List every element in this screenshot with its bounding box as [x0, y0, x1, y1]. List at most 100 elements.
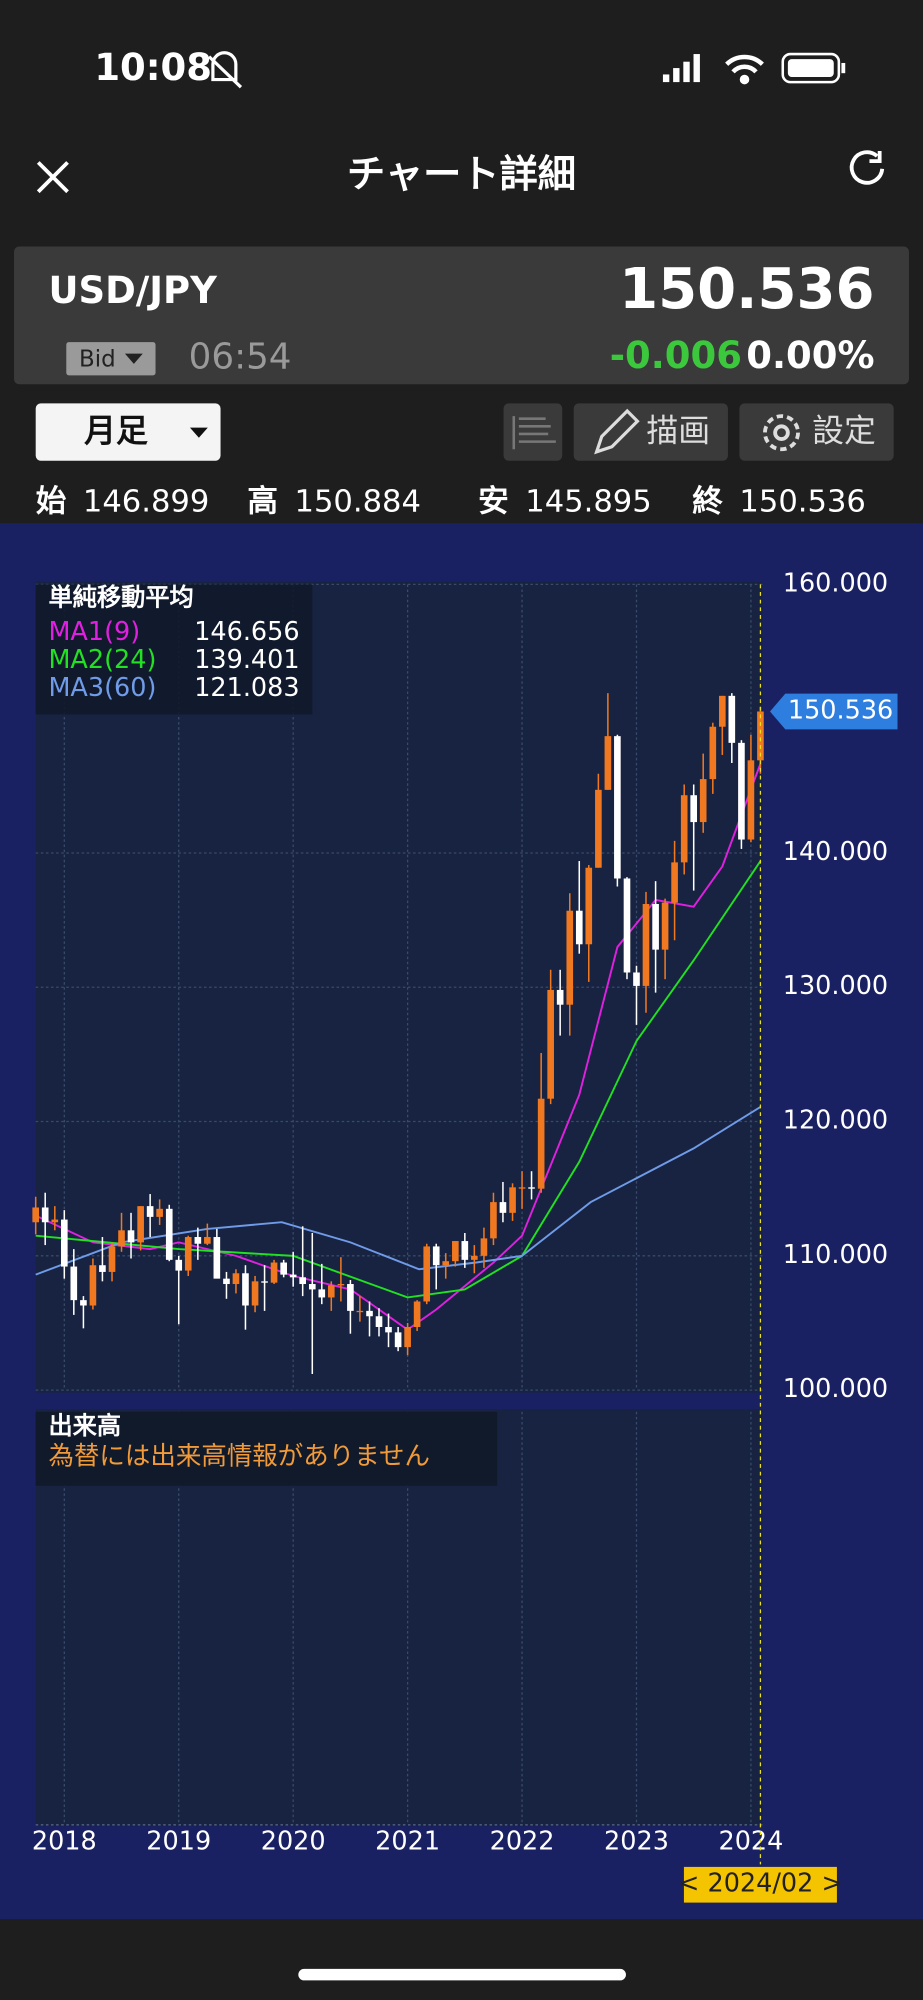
grid: 100.000 110.000 120.000 130.000 140.000 160.0… — [32, 568, 888, 1856]
candle-body — [585, 867, 593, 945]
volume-title: 出来高 — [48, 1412, 121, 1440]
candle-body — [232, 1273, 240, 1285]
cursor-tag — [683, 1866, 837, 1903]
page-title: チャート詳細 — [347, 153, 576, 197]
period-selector[interactable] — [35, 403, 221, 461]
home-indicator — [298, 1968, 626, 1981]
volume-legend — [35, 1411, 498, 1486]
ma-line — [35, 1106, 761, 1276]
candle-body — [518, 1187, 526, 1189]
candle-body — [404, 1326, 411, 1348]
price: 150.536 — [619, 257, 874, 322]
quote-box — [14, 246, 909, 385]
candle-body — [137, 1206, 144, 1243]
candles — [32, 693, 764, 1374]
list-icon — [512, 416, 556, 450]
candle-body — [499, 1202, 507, 1213]
candle-body — [728, 695, 736, 743]
candle-body — [699, 779, 707, 823]
candle-body — [747, 760, 755, 840]
candle-body — [671, 862, 678, 903]
candle-body — [213, 1237, 221, 1279]
candle-body — [709, 726, 717, 780]
x-tick-label: 2021 — [375, 1827, 440, 1857]
y-tick-label: 160.000 — [783, 568, 888, 598]
list-button[interactable] — [503, 403, 563, 461]
x-tick-label: 2024 — [718, 1827, 783, 1857]
candle-body — [146, 1206, 154, 1217]
candle-body — [471, 1255, 478, 1260]
change-pct: 0.00% — [746, 334, 874, 377]
candle-body — [556, 989, 564, 1005]
y-tick-label: 130.000 — [783, 971, 888, 1001]
candle-body — [537, 1098, 545, 1189]
period: 月足 — [84, 412, 148, 450]
side-selector[interactable] — [66, 342, 156, 376]
price-tag-label: 150.536 — [788, 695, 893, 725]
candle-body — [480, 1238, 488, 1256]
legend-title: 単純移動平均 — [48, 583, 193, 611]
candle-body — [108, 1246, 116, 1272]
candle-body — [509, 1187, 516, 1213]
ma-line — [35, 860, 762, 1299]
candle-body — [70, 1266, 78, 1301]
candle-body — [280, 1262, 287, 1275]
candle-body — [251, 1281, 259, 1306]
candle-body — [719, 695, 726, 727]
x-tick-label: 2018 — [32, 1827, 97, 1857]
x-tick-label: 2023 — [604, 1827, 669, 1857]
bottom-area — [0, 1919, 923, 2000]
ma-legend — [35, 584, 313, 715]
candle-body — [394, 1332, 402, 1348]
candle-body — [32, 1207, 40, 1223]
candle-body — [690, 795, 698, 823]
candle-body — [661, 902, 669, 950]
candle-body — [566, 910, 574, 1005]
legend-entries: MA1(9) 146.656 MA2(24) 139.401 MA3(60) 121.08… — [48, 617, 299, 703]
candle-body — [327, 1285, 335, 1298]
draw-label: 描画 — [646, 412, 710, 450]
signal-icon — [662, 54, 700, 83]
cursor: 150.536 < 2024/02 > — [678, 584, 898, 1903]
ohlc-label: 高 — [247, 484, 278, 519]
legend-value: 146.656 — [194, 617, 299, 647]
candle-body — [461, 1241, 469, 1260]
ohlc-value: 146.899 — [83, 484, 209, 519]
change: -0.006 — [610, 334, 742, 377]
candle-body — [80, 1300, 87, 1306]
legend-value: 139.401 — [194, 645, 299, 675]
candle-body — [423, 1246, 431, 1302]
close-button[interactable] — [36, 161, 69, 194]
candle-body — [156, 1208, 163, 1217]
settings-label: 設定 — [812, 412, 876, 450]
ohlc-value: 150.884 — [294, 484, 420, 519]
battery-icon — [781, 52, 846, 84]
candle-body — [99, 1265, 106, 1272]
y-tick-label: 110.000 — [783, 1240, 888, 1270]
ohlc-value: 145.895 — [525, 484, 651, 519]
refresh-button[interactable] — [849, 150, 885, 185]
candle-body — [490, 1202, 497, 1239]
candle-body — [595, 789, 602, 868]
y-tick-label: 120.000 — [783, 1106, 888, 1136]
gear-icon — [763, 414, 800, 452]
candle-body — [738, 742, 745, 840]
candle-body — [604, 736, 612, 790]
quote-time: 06:54 — [189, 337, 292, 378]
ohlc-value: 150.536 — [739, 484, 865, 519]
candle-body — [452, 1241, 459, 1262]
candle-body — [432, 1246, 440, 1266]
candle-body — [337, 1284, 345, 1286]
candle-body — [223, 1278, 230, 1285]
candle-body — [633, 972, 640, 986]
candle-body — [194, 1237, 202, 1244]
x-tick-label: 2019 — [146, 1827, 211, 1857]
candle-body — [127, 1230, 135, 1243]
bell-off-icon — [207, 51, 243, 89]
candle-body — [547, 989, 554, 1099]
candle-body — [652, 903, 659, 950]
candle-body — [289, 1274, 297, 1278]
ohlc-label: 始 — [36, 484, 67, 519]
candle-body — [623, 878, 631, 973]
